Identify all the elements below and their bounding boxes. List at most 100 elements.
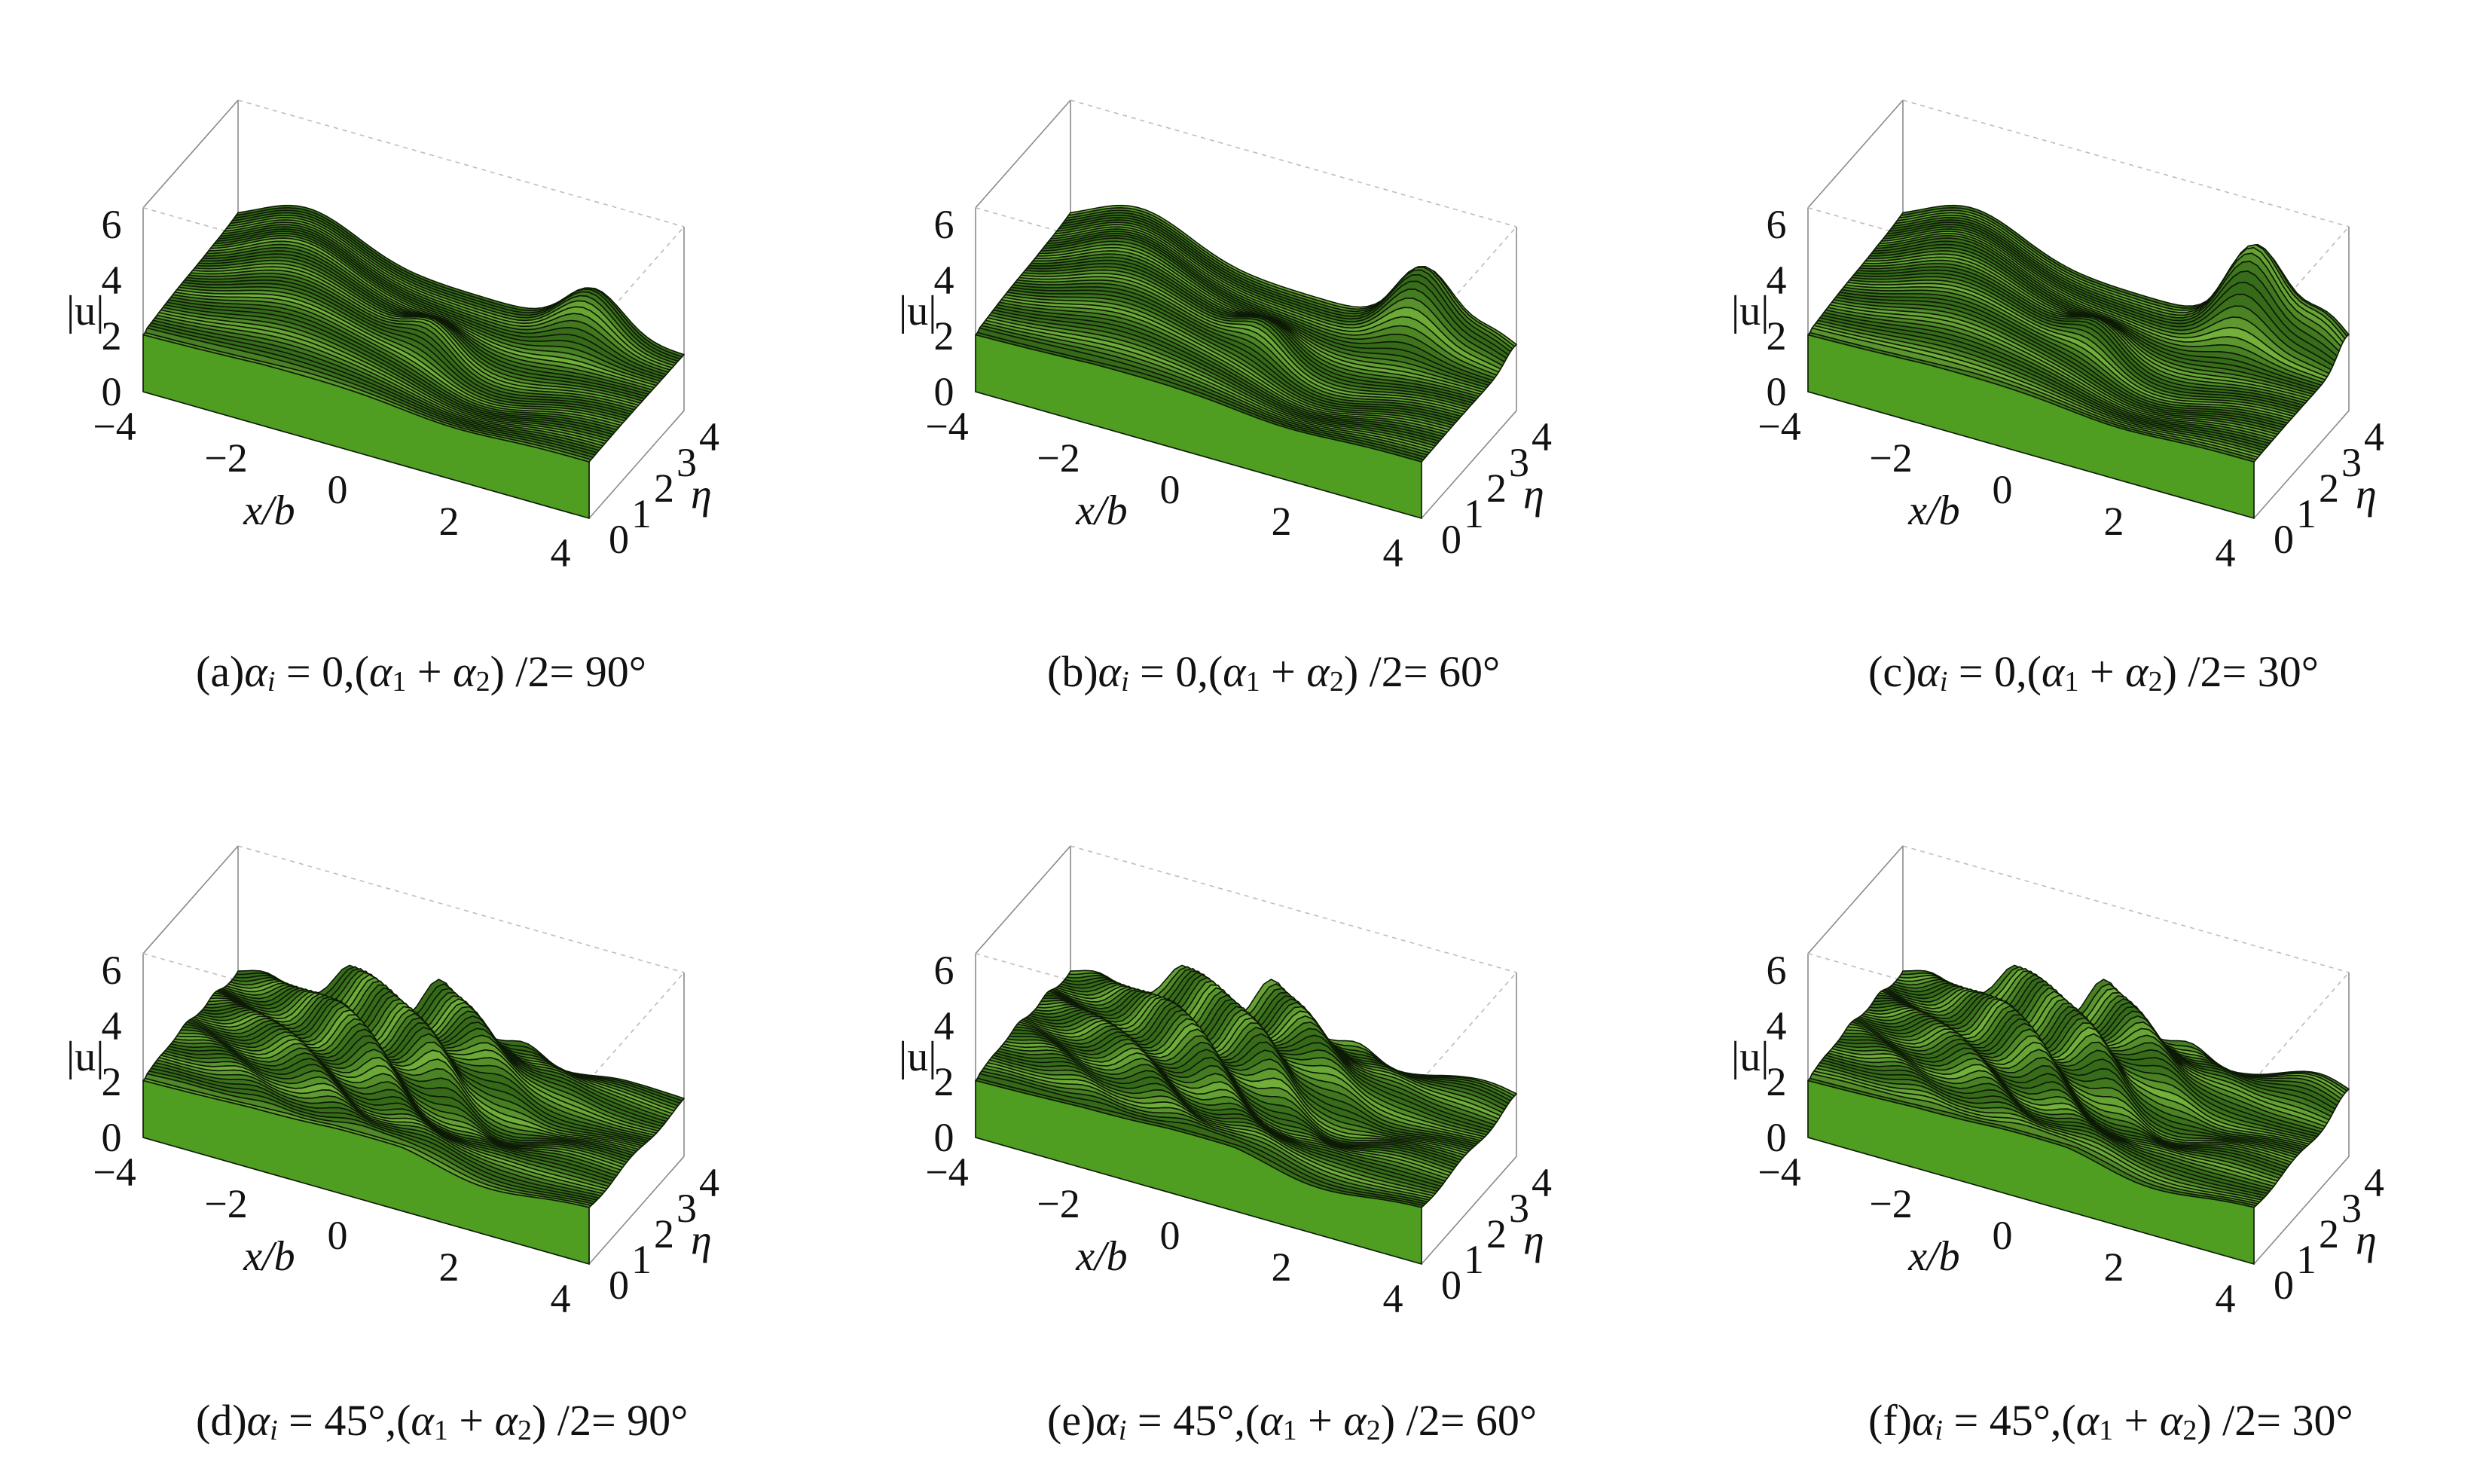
x-tick-label: 4 — [551, 530, 571, 576]
y-axis-label: η — [2356, 1217, 2377, 1264]
y-axis-label: η — [1523, 472, 1544, 518]
x-axis-label: x/b — [1075, 1233, 1127, 1280]
z-tick-label: 0 — [102, 1115, 122, 1160]
x-tick-label: −2 — [1869, 1181, 1912, 1226]
caption-alpha-i: 0 — [322, 647, 344, 696]
caption-half-sum: 30° — [2292, 1396, 2353, 1445]
x-tick-label: 2 — [2104, 1244, 2124, 1290]
caption-half-sum: 30° — [2257, 647, 2319, 696]
panel-e: −4 −2 0 2 4 0 1 2 3 4 0 2 4 6 x/b η |u| (e)αi = 45°,(α1 … — [878, 746, 1706, 1484]
z-tick-label: 2 — [934, 313, 954, 359]
panel-d: −4 −2 0 2 4 0 1 2 3 4 0 2 4 6 x/b η |u| (d)αi = 45°,(α1 … — [45, 746, 874, 1484]
box-edge — [975, 845, 1071, 954]
z-tick-label: 0 — [102, 369, 122, 414]
caption-tag: (b) — [1047, 647, 1098, 696]
y-tick-label: 0 — [2274, 1263, 2294, 1308]
x-tick-label: −2 — [1037, 1181, 1080, 1226]
caption-alpha-i: 0 — [1994, 647, 2017, 696]
surface-b — [975, 204, 1517, 520]
y-tick-label: 0 — [609, 517, 629, 562]
x-tick-label: 2 — [439, 499, 460, 544]
z-axis-label: |u| — [899, 288, 936, 334]
surface-front — [975, 334, 1422, 520]
box-edge — [588, 410, 685, 519]
box-edge — [588, 226, 685, 335]
y-tick-label: 4 — [1532, 1160, 1552, 1205]
y-tick-label: 2 — [1486, 1211, 1507, 1257]
z-tick-label: 6 — [102, 948, 122, 993]
x-tick-label: −4 — [925, 404, 968, 449]
box-edge — [588, 972, 685, 1081]
z-axis-label: |u| — [1731, 1034, 1769, 1080]
y-tick-label: 1 — [1464, 491, 1484, 536]
y-tick-label: 3 — [1509, 1186, 1529, 1231]
caption-alpha-i: 45° — [1173, 1396, 1235, 1445]
y-tick-label: 0 — [1441, 1263, 1461, 1308]
x-tick-label: 2 — [439, 1244, 460, 1290]
y-axis-label: η — [1523, 1217, 1544, 1264]
z-tick-label: 6 — [934, 202, 954, 247]
y-tick-label: 0 — [609, 1263, 629, 1308]
z-tick-label: 4 — [934, 1003, 954, 1049]
z-tick-label: 4 — [102, 258, 122, 303]
y-tick-label: 2 — [2319, 1211, 2339, 1257]
x-tick-label: 4 — [2216, 530, 2236, 576]
y-tick-label: 1 — [1464, 1237, 1484, 1282]
box-edge — [1807, 845, 1904, 954]
caption-tag: (c) — [1868, 647, 1917, 696]
y-tick-label: 2 — [2319, 466, 2339, 511]
y-tick-label: 1 — [2296, 1237, 2316, 1282]
y-tick-label: 2 — [654, 466, 674, 511]
y-axis-label: η — [691, 472, 712, 518]
caption-tag: (a) — [196, 647, 245, 696]
y-tick-label: 2 — [654, 1211, 674, 1257]
y-tick-label: 3 — [2341, 440, 2362, 485]
caption-half-sum: 60° — [1438, 647, 1501, 696]
x-tick-label: −4 — [1758, 1150, 1800, 1195]
x-tick-label: −4 — [1758, 404, 1800, 449]
caption-a: (a)αi = 0,(α1 + α2) /2= 90° — [196, 647, 646, 698]
surface-front — [1807, 1079, 2255, 1266]
box-edge — [142, 845, 239, 954]
x-tick-label: −4 — [93, 404, 136, 449]
surface-front — [142, 1079, 590, 1266]
box-edge — [1070, 845, 1517, 973]
z-tick-label: 4 — [102, 1003, 122, 1049]
z-tick-label: 2 — [102, 1059, 122, 1104]
z-tick-label: 2 — [1767, 313, 1787, 359]
x-axis-label: x/b — [243, 1233, 295, 1280]
z-tick-label: 4 — [1767, 1003, 1787, 1049]
y-tick-label: 4 — [2364, 1160, 2384, 1205]
z-tick-label: 0 — [934, 1115, 954, 1160]
x-tick-label: −4 — [93, 1150, 136, 1195]
surface-c — [1807, 204, 2350, 520]
caption-tag: (e) — [1047, 1396, 1096, 1445]
x-tick-label: 0 — [1993, 1213, 2013, 1258]
surface-front — [975, 1079, 1422, 1266]
box-edge — [237, 845, 685, 973]
y-tick-label: 4 — [2364, 414, 2384, 460]
x-tick-label: 2 — [2104, 499, 2124, 544]
y-tick-label: 4 — [699, 1160, 719, 1205]
box-edge — [1421, 972, 1517, 1081]
z-tick-label: 0 — [934, 369, 954, 414]
x-tick-label: −2 — [1037, 435, 1080, 481]
z-tick-label: 6 — [934, 948, 954, 993]
z-tick-label: 4 — [1767, 258, 1787, 303]
caption-alpha-i: 0 — [1175, 647, 1198, 696]
surface-f — [1807, 964, 2350, 1266]
box-edge — [2253, 1156, 2350, 1265]
x-tick-label: 0 — [328, 1213, 348, 1258]
caption-half-sum: 90° — [627, 1396, 689, 1445]
x-tick-label: 4 — [1383, 530, 1403, 576]
box-edge — [1902, 845, 2350, 973]
z-tick-label: 2 — [1767, 1059, 1787, 1104]
box-edge — [975, 99, 1071, 209]
